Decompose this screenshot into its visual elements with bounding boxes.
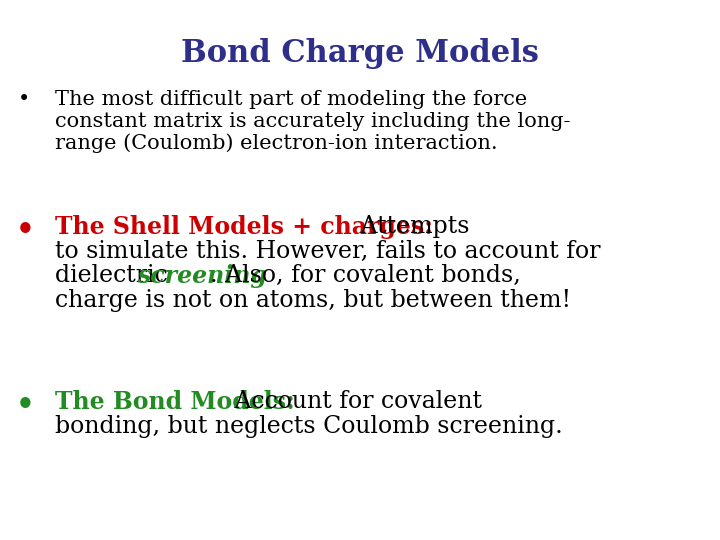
Text: The most difficult part of modeling the force: The most difficult part of modeling the … [55,90,527,109]
Text: Bond Charge Models: Bond Charge Models [181,38,539,69]
Text: . Also, for covalent bonds,: . Also, for covalent bonds, [210,264,521,287]
Text: Attempts: Attempts [353,215,469,238]
Text: Account for covalent: Account for covalent [227,390,482,413]
Text: bonding, but neglects Coulomb screening.: bonding, but neglects Coulomb screening. [55,415,563,437]
Text: The Bond Models:: The Bond Models: [55,390,294,414]
Text: •: • [18,90,30,109]
Text: dielectric: dielectric [55,264,175,287]
Text: screening: screening [137,264,267,288]
Text: constant matrix is accurately including the long-: constant matrix is accurately including … [55,112,570,131]
Text: The Shell Models + charges:: The Shell Models + charges: [55,215,433,239]
Text: range (Coulomb) electron-ion interaction.: range (Coulomb) electron-ion interaction… [55,133,498,153]
Text: •: • [16,215,35,244]
Text: to simulate this. However, fails to account for: to simulate this. However, fails to acco… [55,240,600,262]
Text: •: • [16,390,35,419]
Text: charge is not on atoms, but between them!: charge is not on atoms, but between them… [55,289,571,312]
